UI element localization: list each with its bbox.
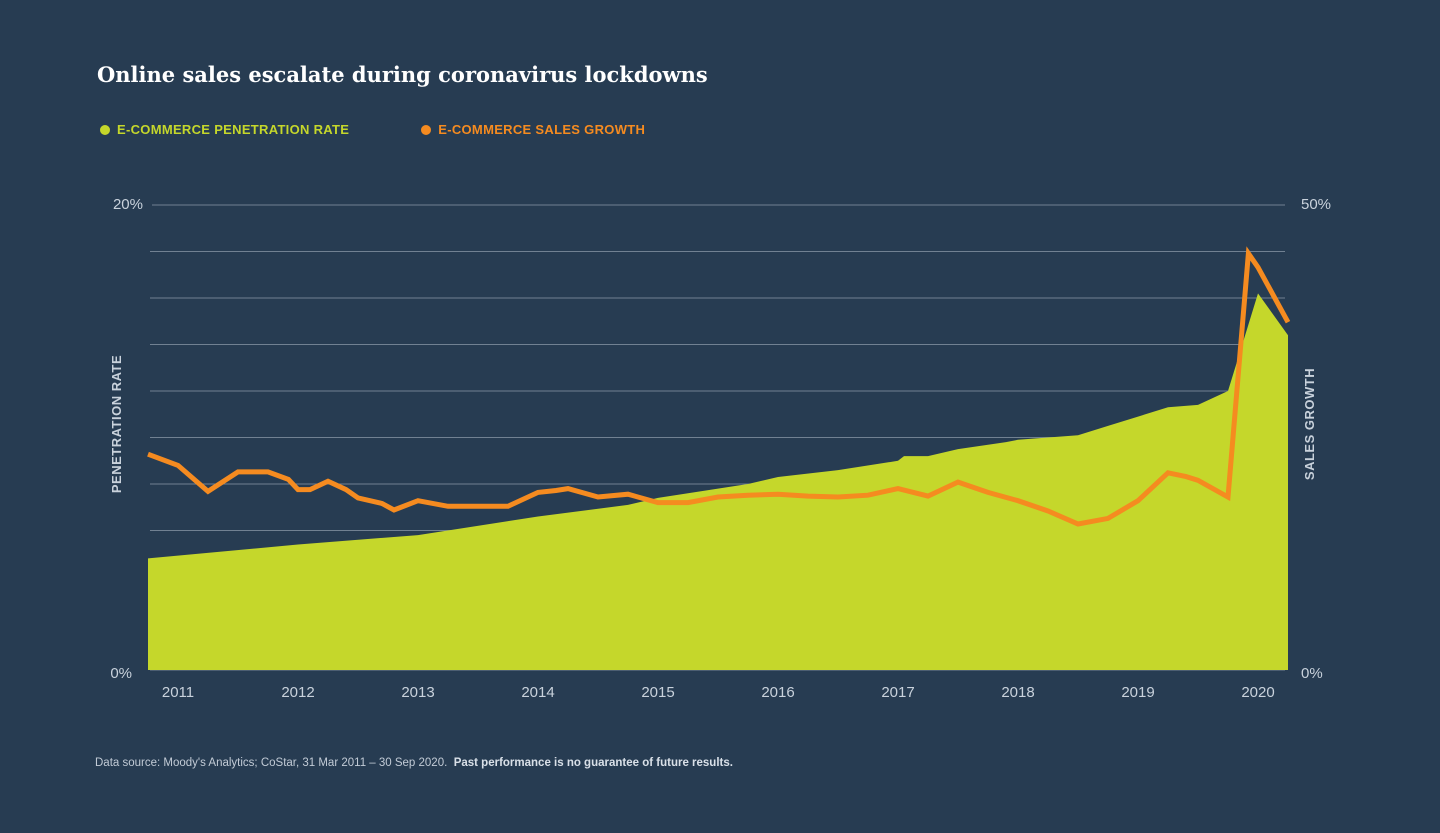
sales-growth-line [147, 246, 1291, 527]
source-note: Data source: Moody's Analytics; CoStar, … [95, 757, 733, 769]
y-left-axis-title: PENETRATION RATE [109, 355, 124, 493]
x-tick-label: 2011 [162, 684, 194, 701]
x-tick-label: 2019 [1121, 684, 1154, 701]
y-right-tick-bottom: 0% [1301, 665, 1323, 682]
x-tick-label: 2015 [641, 684, 674, 701]
source-text: Data source: Moody's Analytics; CoStar, … [95, 757, 448, 769]
legend-dot-penetration-rate [100, 124, 110, 135]
y-left-tick-bottom: 0% [110, 665, 132, 682]
legend-dot-sales-growth [421, 124, 432, 135]
x-axis-ticks: 2011 2012 2013 2014 2015 2016 2017 2018 2019 2020 [162, 684, 1275, 701]
chart-title: Online sales escalate during coronavirus… [97, 62, 708, 87]
legend-item-penetration-rate: E-COMMERCE PENETRATION RATE [100, 122, 349, 137]
x-tick-label: 2017 [881, 684, 914, 701]
y-right-axis-title: SALES GROWTH [1302, 368, 1317, 480]
x-tick-label: 2012 [281, 684, 314, 701]
x-tick-label: 2013 [401, 684, 434, 701]
y-left-tick-top: 20% [113, 196, 143, 213]
x-tick-label: 2020 [1241, 684, 1274, 701]
x-tick-label: 2014 [521, 684, 554, 701]
x-tick-label: 2016 [761, 684, 794, 701]
penetration-rate-area [148, 293, 1288, 670]
legend-label-penetration-rate: E-COMMERCE PENETRATION RATE [117, 122, 350, 137]
disclaimer-text: Past performance is no guarantee of futu… [453, 757, 733, 769]
chart-legend: E-COMMERCE PENETRATION RATE E-COMMERCE S… [100, 122, 645, 137]
legend-label-sales-growth: E-COMMERCE SALES GROWTH [438, 122, 646, 137]
x-tick-label: 2018 [1001, 684, 1034, 701]
y-right-tick-top: 50% [1301, 196, 1331, 213]
legend-item-sales-growth: E-COMMERCE SALES GROWTH [421, 122, 645, 137]
